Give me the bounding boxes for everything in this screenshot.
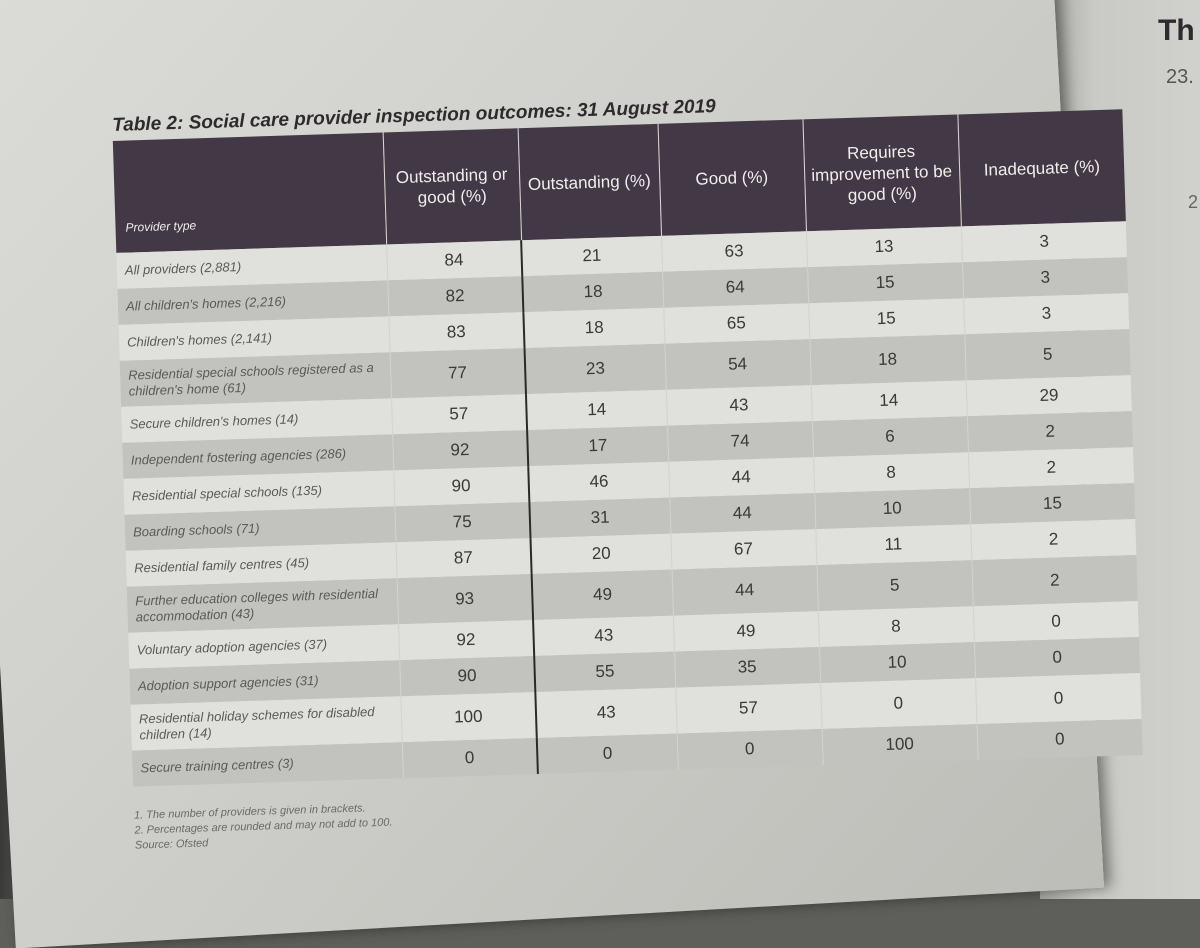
requires-improvement-cell: 11 [815, 524, 972, 566]
requires-improvement-cell: 6 [811, 416, 969, 458]
inadequate-cell: 3 [960, 221, 1127, 263]
inadequate-cell: 29 [965, 375, 1132, 417]
table-section: Table 2: Social care provider inspection… [112, 83, 1145, 853]
good-cell: 43 [665, 385, 812, 426]
requires-improvement-cell: 100 [821, 724, 978, 765]
requires-improvement-cell: 18 [809, 334, 966, 386]
provider-type-cell: Secure training centres (3) [131, 742, 403, 787]
header-inadequate: Inadequate (%) [957, 109, 1126, 227]
outstanding-cell: 46 [528, 461, 670, 503]
outstanding-cell: 31 [529, 497, 671, 539]
outstanding-cell: 17 [527, 425, 669, 467]
good-cell: 44 [671, 565, 818, 616]
inadequate-cell: 5 [964, 329, 1131, 381]
header-outstanding: Outstanding (%) [517, 123, 662, 241]
outstanding-or-good-cell: 84 [386, 240, 523, 281]
facing-page-number: 23. [1166, 66, 1194, 88]
outstanding-or-good-cell: 82 [387, 276, 524, 317]
inspection-outcomes-table: Provider type Outstanding or good (%) Ou… [112, 109, 1143, 787]
facing-page-heading: Th [1158, 14, 1195, 47]
good-cell: 44 [668, 457, 815, 498]
outstanding-or-good-cell: 90 [393, 466, 530, 507]
good-cell: 0 [676, 729, 823, 770]
requires-improvement-cell: 14 [810, 380, 967, 422]
header-requires-improvement: Requires improvement to be good (%) [802, 114, 961, 232]
outstanding-or-good-cell: 87 [395, 538, 532, 579]
outstanding-cell: 20 [530, 533, 672, 575]
requires-improvement-cell: 10 [814, 488, 971, 530]
requires-improvement-cell: 13 [805, 226, 963, 268]
inadequate-cell: 3 [963, 293, 1130, 335]
facing-page-mark: 2 [1188, 192, 1199, 212]
outstanding-or-good-cell: 90 [399, 656, 536, 697]
outstanding-cell: 18 [523, 307, 665, 349]
outstanding-or-good-cell: 83 [388, 312, 525, 353]
good-cell: 54 [664, 339, 811, 390]
inadequate-cell: 0 [972, 601, 1139, 643]
inadequate-cell: 0 [976, 718, 1143, 761]
header-outstanding-or-good: Outstanding or good (%) [382, 128, 522, 245]
good-cell: 57 [675, 683, 822, 734]
header-provider-type: Provider type [112, 132, 387, 253]
good-cell: 35 [674, 647, 821, 688]
outstanding-cell: 14 [525, 389, 668, 431]
requires-improvement-cell: 10 [819, 642, 976, 684]
good-cell: 65 [663, 303, 810, 344]
outstanding-or-good-cell: 75 [394, 502, 531, 543]
inadequate-cell: 0 [975, 672, 1142, 725]
table-body: All providers (2,881) 84 21 63 13 3 All childr… [116, 221, 1143, 787]
good-cell: 44 [669, 493, 816, 534]
outstanding-or-good-cell: 92 [392, 430, 529, 471]
requires-improvement-cell: 8 [817, 606, 974, 648]
outstanding-cell: 21 [521, 235, 663, 277]
inadequate-cell: 2 [966, 411, 1133, 453]
good-cell: 67 [670, 529, 817, 570]
outstanding-or-good-cell: 0 [401, 737, 538, 779]
inadequate-cell: 2 [968, 447, 1135, 489]
requires-improvement-cell: 8 [813, 452, 970, 494]
outstanding-cell: 43 [535, 687, 677, 738]
outstanding-cell: 23 [524, 343, 666, 395]
outstanding-or-good-cell: 57 [391, 394, 528, 435]
good-cell: 74 [667, 421, 814, 462]
outstanding-or-good-cell: 100 [400, 691, 537, 743]
inadequate-cell: 3 [962, 257, 1129, 299]
header-good: Good (%) [657, 119, 806, 236]
outstanding-cell: 18 [522, 271, 664, 313]
inadequate-cell: 15 [969, 483, 1136, 525]
requires-improvement-cell: 5 [816, 560, 973, 612]
good-cell: 49 [673, 611, 820, 652]
requires-improvement-cell: 0 [820, 678, 977, 730]
outstanding-cell: 0 [536, 733, 678, 774]
good-cell: 63 [661, 231, 808, 272]
outstanding-or-good-cell: 77 [389, 348, 526, 399]
outstanding-cell: 49 [531, 569, 674, 621]
inadequate-cell: 0 [973, 637, 1141, 679]
inadequate-cell: 2 [970, 519, 1137, 561]
inadequate-cell: 2 [971, 555, 1138, 607]
outstanding-or-good-cell: 92 [398, 620, 535, 661]
outstanding-cell: 43 [533, 615, 675, 657]
outstanding-cell: 55 [534, 651, 676, 692]
good-cell: 64 [662, 267, 809, 308]
outstanding-or-good-cell: 93 [396, 574, 534, 625]
requires-improvement-cell: 15 [807, 262, 964, 304]
requires-improvement-cell: 15 [808, 298, 965, 340]
